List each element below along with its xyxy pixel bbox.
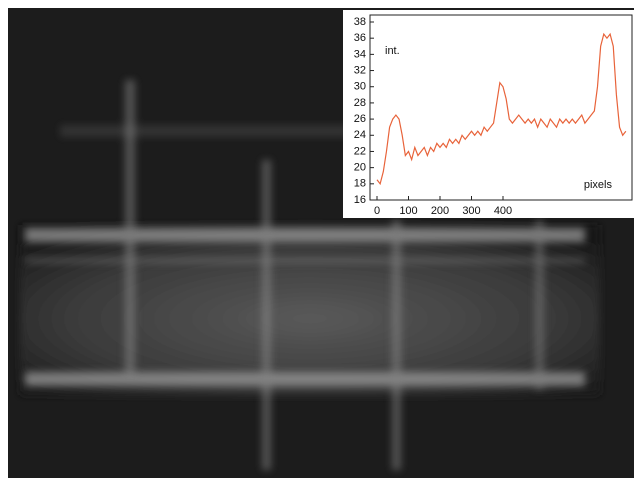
x-tick-label: 400: [494, 205, 512, 217]
y-tick-label: 24: [354, 129, 366, 141]
y-tick-label: 18: [354, 178, 366, 190]
annotation: pixels: [584, 179, 613, 191]
x-tick-label: 0: [374, 205, 380, 217]
x-tick-label: 300: [462, 205, 480, 217]
data-line: [376, 32, 627, 186]
y-tick-label: 30: [354, 81, 366, 93]
y-tick-label: 38: [354, 16, 366, 28]
y-tick-label: 22: [354, 145, 366, 157]
x-tick-label: 200: [431, 205, 449, 217]
y-tick-label: 36: [354, 32, 366, 44]
y-tick-label: 32: [354, 64, 366, 76]
y-tick-label: 26: [354, 113, 366, 125]
plot-frame: [369, 14, 633, 201]
y-tick-label: 16: [354, 194, 366, 206]
y-tick-label: 20: [354, 162, 366, 174]
y-tick-label: 34: [354, 48, 366, 60]
x-tick-label: 100: [399, 205, 417, 217]
inset-panel: [343, 10, 634, 218]
y-tick-label: 28: [354, 97, 366, 109]
annotation: int.: [385, 45, 400, 57]
